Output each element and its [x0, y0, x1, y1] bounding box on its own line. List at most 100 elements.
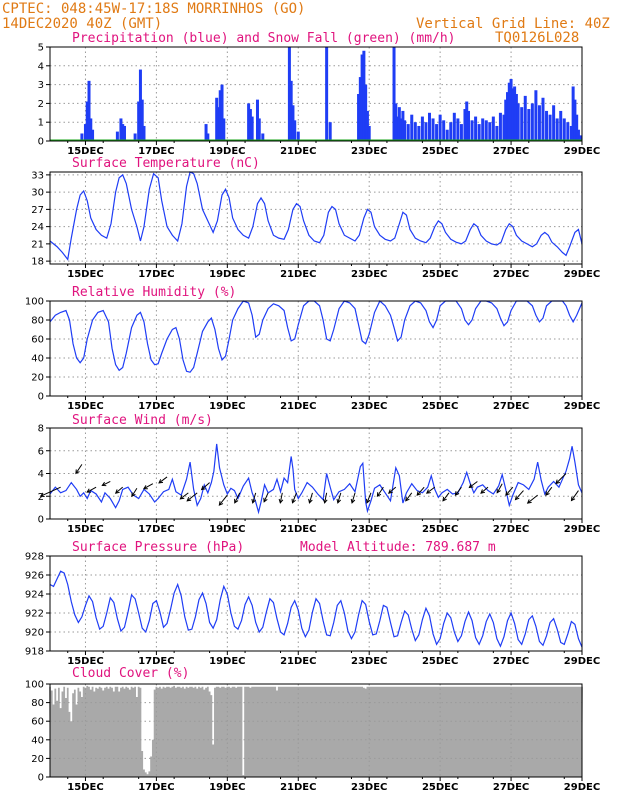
temp-ytick-label-0: 18 [31, 257, 44, 268]
wind-arrow-14 [263, 492, 269, 503]
precip-xtick-label-5: 25DEC [422, 146, 458, 157]
precip-bar-75 [488, 122, 492, 141]
wind-arrow-28 [455, 486, 462, 496]
wind-arrow-19 [337, 492, 342, 503]
precip-xtick-label-6: 27DEC [493, 146, 529, 157]
cloud-ytick-label-3: 60 [31, 717, 44, 728]
temp-ytick-label-2: 24 [31, 222, 44, 233]
temp-xtick-label-6: 27DEC [493, 269, 529, 280]
precip-bar-14 [142, 125, 146, 141]
temp-xticks: 15DEC 17DEC 19DEC 21DEC 23DEC 25DEC 27DEC 29DEC [67, 264, 600, 280]
wind-arrow-24 [405, 492, 413, 502]
wind-arrow-head-6 [142, 485, 148, 490]
wind-arrow-13 [252, 492, 257, 503]
precip-bar-5 [91, 129, 95, 141]
header-station: CPTEC: 048:45W-17:18S MORRINHOS (GO) [2, 1, 305, 17]
precip-bar-93 [537, 105, 541, 141]
pressure-line [49, 570, 583, 648]
wind-arrow-head-30 [480, 489, 486, 494]
wind-arrow-11 [218, 494, 228, 506]
precip-bar-76 [491, 116, 495, 141]
precip-bar-41 [364, 84, 368, 141]
wind-arrow-head-9 [186, 496, 192, 502]
precip-bar-98 [555, 118, 559, 141]
precip-bar-80 [504, 99, 508, 141]
precip-bar-83 [509, 78, 513, 141]
precip-bar-70 [470, 120, 474, 141]
model-altitude: Model Altitude: 789.687 m [300, 540, 496, 555]
precip-bar-64 [452, 112, 456, 141]
wind-arrow-head-34 [526, 499, 532, 504]
precip-bar-79 [502, 114, 506, 141]
rh-ytick-label-4: 80 [31, 316, 44, 327]
wind-arrow-8 [180, 492, 189, 500]
precip-bar-11 [137, 101, 141, 141]
precip-bar-60 [438, 114, 442, 141]
temp-xtick-label-0: 15DEC [67, 269, 103, 280]
precip-bar-97 [552, 105, 556, 141]
wind-xticks: 15DEC 17DEC 19DEC 21DEC 23DEC 25DEC 27DEC 29DEC [67, 519, 600, 535]
wind-arrow-head-25 [416, 491, 422, 496]
precip-xticks: 15DEC 17DEC 19DEC 21DEC 23DEC 25DEC 27DEC 29DEC [67, 141, 600, 157]
wind-title: Surface Wind (m/s) [72, 413, 213, 428]
precip-bar-82 [507, 82, 511, 141]
pressure-xtick-label-4: 23DEC [351, 656, 387, 667]
precip-bar-55 [420, 116, 424, 141]
wind-xtick-label-1: 17DEC [138, 524, 174, 535]
pressure-ytick-label-1: 920 [25, 628, 44, 639]
wind-arrow-head-33 [514, 495, 520, 501]
precip-bar-38 [358, 77, 362, 141]
cloud-ytick-label-4: 80 [31, 698, 44, 709]
wind-arrow-head-31 [496, 488, 501, 494]
precip-bar-92 [534, 90, 538, 141]
wind-arrow-7 [158, 476, 168, 484]
rh-xtick-label-5: 25DEC [422, 401, 458, 412]
precip-ytick-label-0: 0 [38, 137, 44, 148]
wind-arrow-6 [143, 483, 154, 490]
wind-arrow-20 [351, 492, 356, 503]
precip-bar-102 [569, 125, 573, 141]
precip-bar-33 [293, 120, 297, 141]
temp-ytick-label-3: 27 [31, 205, 44, 216]
cloud-xtick-label-1: 17DEC [138, 782, 174, 793]
temp-xtick-label-4: 23DEC [351, 269, 387, 280]
pressure-xtick-label-1: 17DEC [138, 656, 174, 667]
wind-arrow-16 [292, 492, 297, 504]
precip-bar-32 [291, 105, 295, 141]
wind-ytick-label-1: 2 [38, 492, 44, 503]
pressure-ytick-label-4: 926 [25, 571, 44, 582]
wind-xtick-label-3: 21DEC [280, 524, 316, 535]
precip-bar-72 [477, 124, 481, 141]
wind-arrow-12 [234, 492, 241, 504]
pressure-xticks: 15DEC 17DEC 19DEC 21DEC 23DEC 25DEC 27DEC 29DEC [67, 651, 600, 667]
header: CPTEC: 048:45W-17:18S MORRINHOS (GO) 14D… [2, 1, 610, 32]
wind-arrow-head-11 [218, 501, 224, 506]
precip-bar-96 [548, 114, 552, 141]
wind-arrow-26 [426, 486, 436, 494]
precip-bar-1 [83, 124, 87, 141]
temp-xtick-label-7: 29DEC [564, 269, 600, 280]
rh-xticks: 15DEC 17DEC 19DEC 21DEC 23DEC 25DEC 27DEC 29DEC [67, 396, 600, 412]
precip-bar-44 [392, 47, 396, 141]
rh-yticks: 0 20 40 60 80 100 [25, 297, 50, 403]
pressure-xtick-label-6: 27DEC [493, 656, 529, 667]
precip-bar-58 [431, 118, 435, 141]
precip-ytick-label-3: 3 [38, 80, 44, 91]
precip-bar-74 [484, 120, 488, 141]
wind-arrow-15 [279, 492, 283, 503]
precip-bar-106 [576, 129, 580, 141]
panel-temp: Surface Temperature (nC) 18 21 24 27 30 33 15… [31, 156, 600, 280]
wind-ytick-label-2: 4 [38, 469, 44, 480]
wind-arrow-head-27 [442, 496, 447, 502]
precip-bar-30 [287, 47, 291, 141]
wind-line [49, 443, 583, 515]
wind-arrow-23 [388, 486, 397, 494]
pressure-ytick-label-2: 922 [25, 609, 44, 620]
precip-bar-42 [365, 110, 369, 141]
wind-arrow-head-23 [388, 489, 393, 494]
rh-xtick-label-6: 27DEC [493, 401, 529, 412]
precip-bar-50 [403, 120, 407, 141]
wind-arrow-10 [201, 482, 210, 490]
cloud-xtick-label-6: 27DEC [493, 782, 529, 793]
pressure-xtick-label-0: 15DEC [67, 656, 103, 667]
